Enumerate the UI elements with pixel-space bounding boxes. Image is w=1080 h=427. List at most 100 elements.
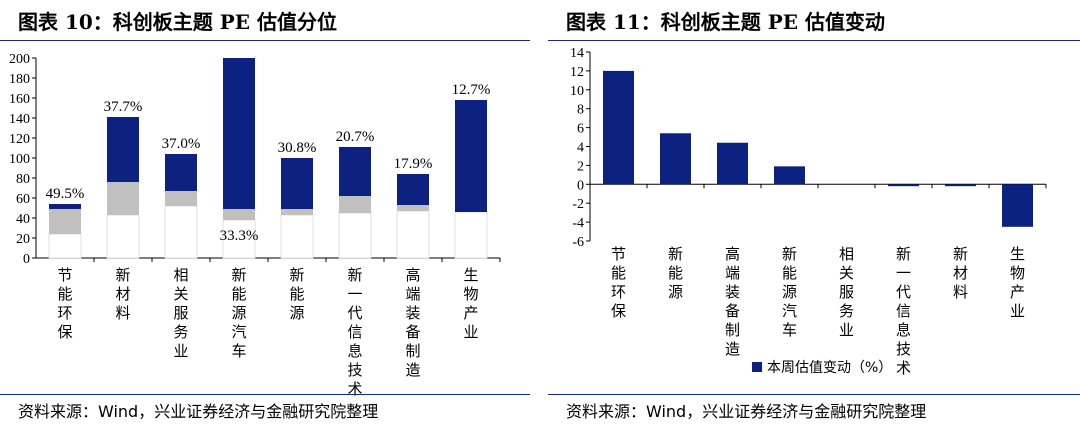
left-category-label-char: 造 [405, 361, 420, 379]
right-category-label-char: 备 [725, 302, 740, 320]
left-data-label: 33.3% [220, 228, 259, 244]
left-data-label: 17.9% [394, 156, 433, 172]
right-category-label-char: 保 [611, 302, 626, 320]
right-category-label-char: 相 [839, 245, 854, 263]
left-category-label-char: 代 [347, 304, 362, 322]
right-legend-label: 本周估值变动（%） [767, 360, 892, 376]
left-panel: 图表 10：科创板主题 PE 估值分位 0 20 40 60 80 100 120 140 16… [0, 0, 530, 427]
left-category-label-char: 能 [57, 285, 72, 303]
right-source-note: 资料来源：Wind，兴业证券经济与金融研究院整理 [566, 402, 927, 421]
left-bar-segment [107, 117, 139, 182]
right-category-label-char: 制 [725, 321, 740, 339]
left-category-label-char: 环 [57, 304, 72, 322]
left-category-label-char: 节 [57, 266, 72, 284]
left-category-label-char: 端 [405, 285, 420, 303]
left-category-label-char: 源 [289, 304, 304, 322]
right-category-label-char: 装 [725, 283, 740, 301]
right-category-label-char: 汽 [782, 302, 797, 320]
left-bar-segment [165, 154, 197, 191]
left-bar-segment [280, 214, 314, 259]
left-category-label-char: 新 [115, 266, 130, 284]
right-legend-swatch [752, 362, 762, 372]
left-bar-segment [106, 214, 140, 259]
right-category-label-char: 料 [953, 283, 968, 301]
left-category-label-char: 制 [405, 342, 420, 360]
right-category-label-char: 材 [953, 264, 968, 282]
right-y-tick-label: 8 [577, 103, 584, 118]
right-category-label-char: 术 [896, 359, 911, 377]
right-category-label-char: 能 [611, 264, 626, 282]
right-bar [945, 184, 976, 187]
right-y-tick-label: -4 [572, 216, 584, 231]
right-category-label: 新材料 [953, 245, 968, 301]
right-category-label-char: 业 [839, 321, 854, 339]
right-category-label-char: 代 [896, 283, 911, 301]
left-data-label: 49.5% [46, 186, 85, 202]
right-source-rule [548, 394, 1080, 395]
right-chart-title: 图表 11：科创板主题 PE 估值变动 [566, 10, 886, 34]
left-bar-segment [49, 204, 81, 209]
left-category-label-char: 息 [347, 342, 362, 360]
right-category-label-char: 产 [1010, 283, 1025, 301]
left-category-label-char: 物 [463, 285, 478, 303]
left-category-label-char: 料 [115, 304, 130, 322]
left-category-label-char: 备 [405, 323, 420, 341]
left-category-label-char: 业 [173, 342, 188, 360]
left-bar-segment [397, 174, 429, 205]
left-y-tick-label: 0 [23, 252, 30, 267]
left-data-label: 30.8% [278, 140, 317, 156]
left-category-label-char: 信 [347, 323, 362, 341]
left-data-label: 37.7% [104, 99, 143, 115]
right-category-label-char: 新 [953, 245, 968, 263]
left-bar-segment [223, 209, 255, 220]
right-y-tick-label: 6 [577, 122, 584, 137]
left-category-label-char: 能 [289, 285, 304, 303]
right-y-tick-label: 12 [570, 65, 584, 80]
right-y-tick-label: 4 [577, 141, 584, 156]
right-y-tick-label: 0 [577, 178, 584, 193]
right-category-label-char: 信 [896, 302, 911, 320]
right-bar [1002, 184, 1033, 227]
left-bar-segment [165, 191, 197, 206]
right-category-label-char: 节 [611, 245, 626, 263]
right-category-label-char: 服 [839, 283, 854, 301]
left-bar-segment [339, 196, 371, 213]
right-category-label-char: 端 [725, 264, 740, 282]
right-category-label-char: 源 [668, 283, 683, 301]
left-y-tick-label: 140 [9, 112, 30, 127]
left-bar-segment [397, 205, 429, 211]
left-category-label-char: 保 [57, 323, 72, 341]
left-bar-segment [338, 212, 372, 259]
right-category-label-char: 物 [1010, 264, 1025, 282]
left-data-label: 12.7% [452, 82, 491, 98]
left-bar-segment [281, 158, 313, 209]
left-bar-segment [455, 100, 487, 212]
right-bar [717, 142, 748, 185]
right-category-label-char: 新 [782, 245, 797, 263]
left-y-tick-label: 120 [9, 132, 30, 147]
right-category-label-char: 务 [839, 302, 854, 320]
left-category-label-char: 技 [347, 361, 362, 379]
left-bar-segment [223, 58, 255, 209]
left-bar-segment [396, 210, 430, 259]
left-source-note: 资料来源：Wind，兴业证券经济与金融研究院整理 [18, 402, 379, 421]
left-category-label-char: 生 [463, 266, 478, 284]
left-y-tick-label: 60 [16, 192, 30, 207]
left-category-label-char: 产 [463, 304, 478, 322]
left-title-rule [0, 40, 530, 41]
left-bar-segment [454, 211, 488, 259]
left-y-tick-label: 80 [16, 172, 30, 187]
left-category-label-char: 新 [289, 266, 304, 284]
right-category-label-char: 高 [725, 245, 740, 263]
right-y-tick-label: -6 [572, 235, 584, 250]
left-category-label: 新能源 [289, 266, 304, 322]
left-bar-segment [339, 147, 371, 196]
